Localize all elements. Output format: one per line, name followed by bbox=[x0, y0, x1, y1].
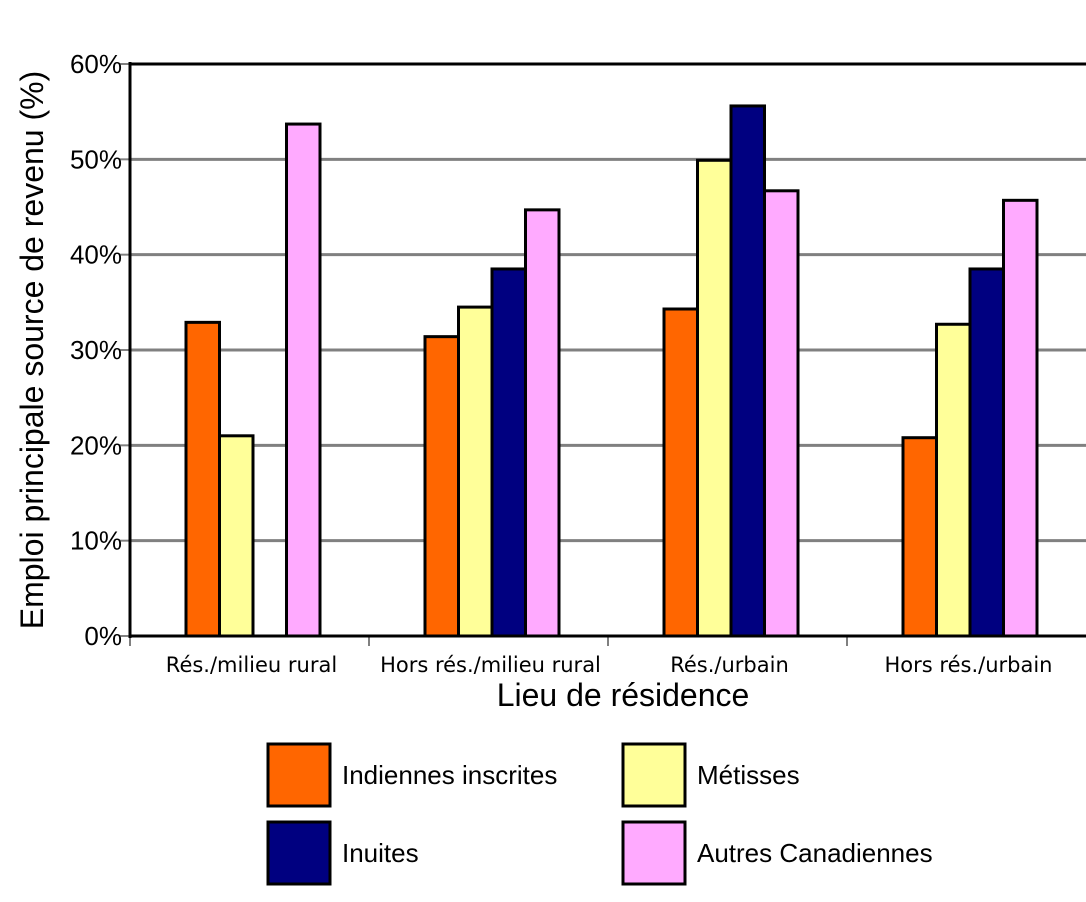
legend-label: Métisses bbox=[697, 760, 800, 790]
x-axis-title: Lieu de résidence bbox=[497, 677, 750, 713]
y-tick-label: 40% bbox=[70, 240, 122, 270]
y-tick-label: 20% bbox=[70, 430, 122, 460]
legend-swatch bbox=[266, 742, 332, 808]
legend-item: Inuites bbox=[266, 820, 419, 886]
bar-inuites bbox=[968, 267, 1005, 638]
legend-item: Autres Canadiennes bbox=[621, 820, 933, 886]
x-tick-label: Hors rés./milieu rural bbox=[380, 653, 601, 677]
legend-label: Indiennes inscrites bbox=[342, 760, 557, 790]
legend-label: Inuites bbox=[342, 838, 419, 868]
bar-autres-canadiennes bbox=[763, 189, 800, 638]
y-tick-label: 60% bbox=[70, 49, 122, 79]
bar-autres-canadiennes bbox=[1002, 198, 1039, 638]
bar-m-tisses bbox=[935, 322, 972, 638]
y-tick-labels: 0% 10% 20% 30% 40% 50% 60% bbox=[70, 49, 122, 651]
legend-item: Indiennes inscrites bbox=[266, 742, 557, 808]
x-tick-labels: Rés./milieu rural Hors rés./milieu rural R… bbox=[166, 653, 1053, 677]
axes bbox=[120, 62, 1086, 646]
y-tick-label: 30% bbox=[70, 335, 122, 365]
y-tick-label: 0% bbox=[84, 621, 122, 651]
bar-autres-canadiennes bbox=[524, 208, 561, 638]
bar-m-tisses bbox=[696, 158, 733, 638]
bar-m-tisses bbox=[457, 305, 494, 638]
y-axis-title: Emploi principale source de revenu (%) bbox=[14, 71, 50, 629]
x-tick-label: Rés./urbain bbox=[670, 653, 789, 677]
bar-indiennes-inscrites bbox=[662, 307, 699, 638]
bar-indiennes-inscrites bbox=[901, 436, 938, 638]
bar-inuites bbox=[729, 104, 766, 638]
legend: Indiennes inscrites Métisses Inuites Autres… bbox=[266, 742, 933, 886]
bar-indiennes-inscrites bbox=[184, 320, 221, 638]
legend-swatch bbox=[266, 820, 332, 886]
legend-swatch bbox=[621, 742, 687, 808]
legend-swatch bbox=[621, 820, 687, 886]
x-tick-label: Rés./milieu rural bbox=[166, 653, 337, 677]
bar-m-tisses bbox=[218, 434, 255, 638]
legend-label: Autres Canadiennes bbox=[697, 838, 933, 868]
y-tick-label: 50% bbox=[70, 144, 122, 174]
y-tick-label: 10% bbox=[70, 526, 122, 556]
legend-item: Métisses bbox=[621, 742, 800, 808]
bar-indiennes-inscrites bbox=[423, 335, 460, 638]
x-tick-label: Hors rés./urbain bbox=[885, 653, 1053, 677]
bar-autres-canadiennes bbox=[285, 122, 322, 638]
bar-inuites bbox=[490, 267, 527, 638]
bars bbox=[184, 104, 1039, 638]
